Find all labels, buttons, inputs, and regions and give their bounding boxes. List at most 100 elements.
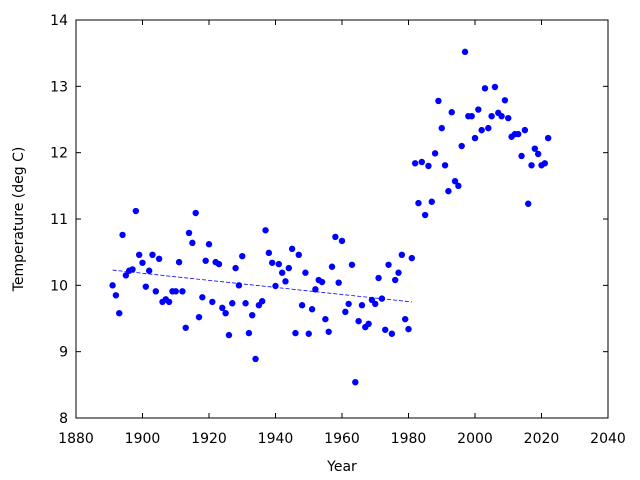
point	[392, 276, 399, 284]
point	[525, 200, 532, 207]
point	[405, 325, 412, 333]
point	[375, 274, 382, 282]
point	[485, 124, 492, 132]
point	[352, 378, 359, 386]
point	[382, 326, 389, 333]
point	[189, 239, 196, 247]
point	[425, 162, 432, 170]
point	[388, 330, 396, 337]
point	[219, 304, 226, 312]
y-tick-label: 10	[50, 278, 68, 294]
point	[398, 251, 406, 259]
point	[145, 267, 153, 274]
point	[335, 279, 342, 286]
point	[239, 252, 246, 260]
point	[312, 286, 319, 293]
point	[229, 300, 236, 307]
point	[262, 227, 269, 234]
point	[544, 134, 552, 142]
y-axis-label: Temperature (deg C)	[11, 147, 27, 293]
x-tick-label: 1960	[324, 431, 360, 447]
trend-line	[112, 269, 412, 303]
point	[421, 211, 429, 219]
point	[534, 150, 542, 158]
y-tick-label: 11	[50, 212, 68, 228]
point	[531, 145, 539, 152]
point	[135, 251, 143, 259]
point	[152, 288, 159, 295]
point	[475, 106, 482, 113]
point	[149, 251, 156, 259]
point	[428, 198, 435, 205]
y-tick-label: 14	[50, 13, 68, 29]
point	[401, 315, 409, 323]
point	[515, 130, 522, 138]
point	[298, 302, 306, 309]
point	[448, 109, 455, 116]
point	[451, 177, 459, 185]
point	[318, 278, 326, 286]
point	[521, 126, 529, 134]
point	[295, 251, 302, 259]
point	[202, 257, 209, 264]
point	[491, 83, 499, 91]
point	[415, 199, 422, 207]
point	[132, 207, 140, 215]
point	[455, 182, 462, 190]
point	[282, 278, 289, 285]
point	[458, 142, 465, 150]
point	[142, 283, 150, 290]
point	[505, 114, 512, 122]
y-tick-label: 8	[59, 411, 68, 427]
point	[245, 329, 253, 337]
point	[155, 255, 163, 262]
point	[175, 258, 183, 266]
x-tick-label: 1980	[391, 431, 427, 447]
point	[278, 269, 286, 276]
point	[285, 264, 292, 272]
point	[481, 85, 489, 92]
point	[185, 229, 193, 237]
point	[292, 329, 299, 337]
point	[498, 112, 505, 120]
x-tick-label: 1880	[58, 431, 94, 447]
point	[528, 162, 535, 169]
point	[541, 160, 549, 167]
point	[328, 263, 336, 270]
point	[249, 311, 256, 319]
point	[435, 97, 442, 105]
point	[325, 328, 332, 335]
point	[222, 309, 229, 317]
x-tick-label: 2020	[524, 431, 560, 447]
point	[365, 320, 372, 328]
point	[501, 97, 509, 104]
y-tick-label: 9	[59, 345, 68, 361]
point	[265, 249, 273, 257]
point	[139, 259, 146, 266]
x-tick-label: 1920	[191, 431, 227, 447]
point	[441, 162, 449, 169]
point	[235, 282, 243, 289]
point	[478, 126, 485, 134]
point	[165, 298, 173, 306]
point	[518, 152, 525, 160]
point	[272, 282, 279, 290]
point	[342, 308, 349, 316]
x-tick-label: 1940	[258, 431, 294, 447]
point	[195, 313, 203, 321]
point	[129, 266, 136, 273]
point	[232, 264, 239, 272]
point	[488, 112, 495, 120]
point	[411, 160, 419, 167]
point	[199, 294, 206, 301]
point	[338, 237, 346, 245]
point	[122, 272, 130, 279]
point	[259, 298, 266, 305]
point	[209, 298, 216, 306]
plot-frame	[75, 19, 609, 419]
point	[431, 150, 439, 157]
point	[372, 300, 379, 308]
x-tick-label: 1900	[125, 431, 161, 447]
point	[461, 48, 469, 56]
